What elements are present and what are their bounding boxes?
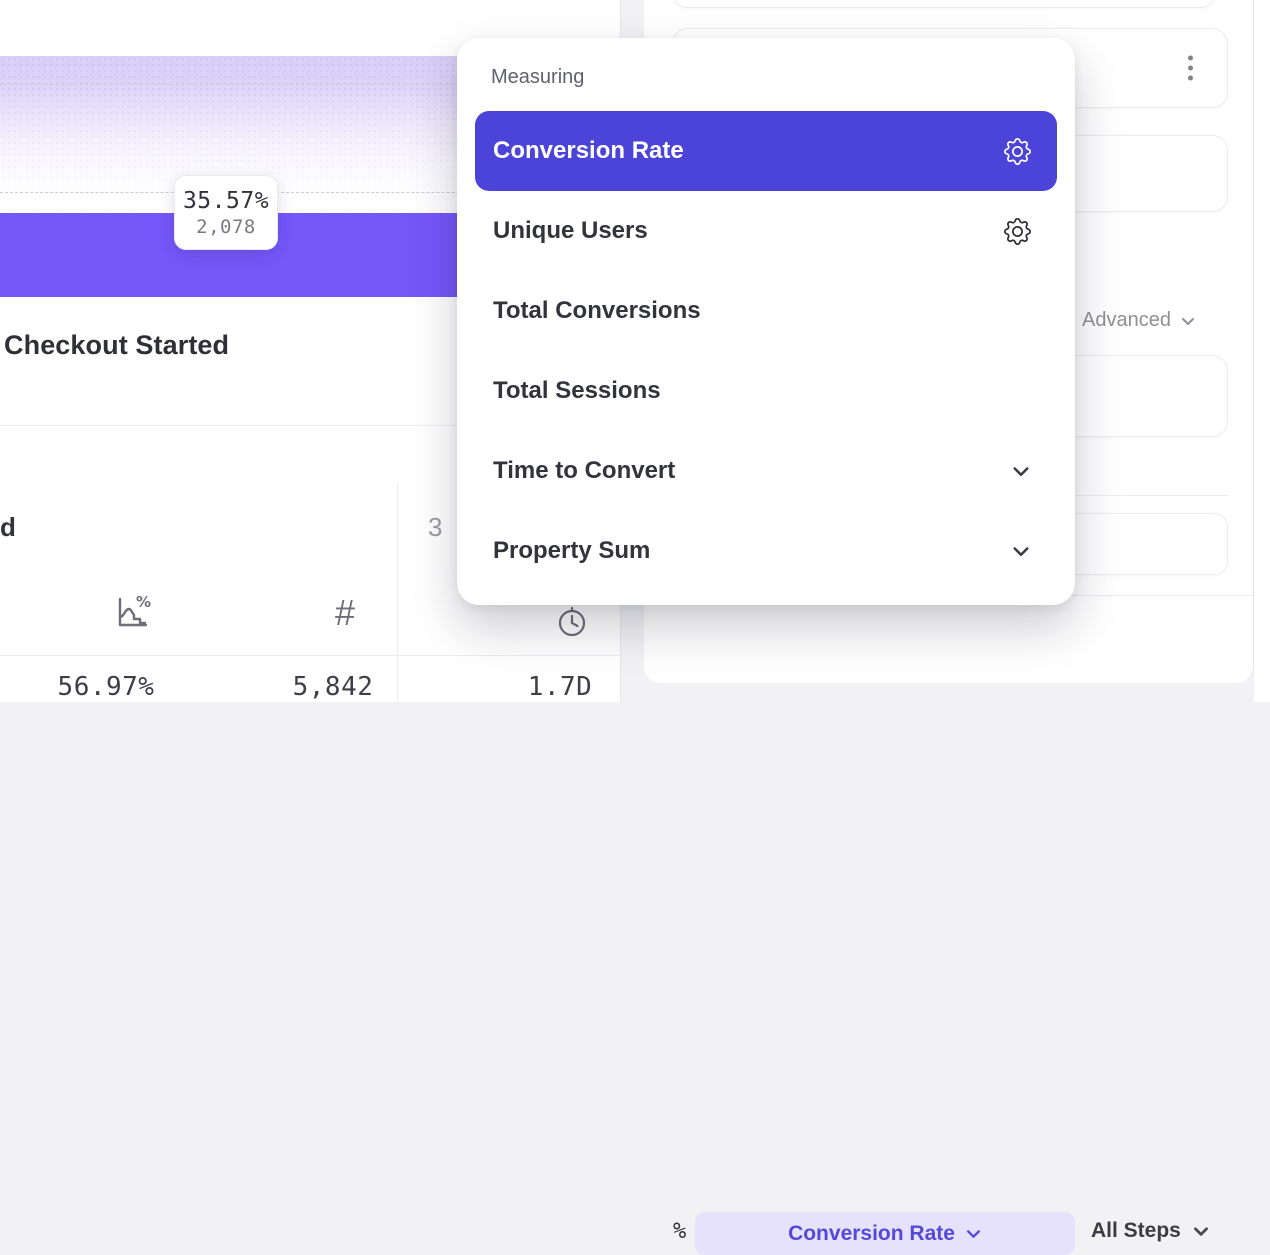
measuring-option-label: Time to Convert (493, 457, 675, 485)
percent-glyph: % (673, 1219, 686, 1244)
metric-value-time: 1.7D (528, 672, 593, 702)
chevron-down-icon (1192, 1222, 1210, 1240)
svg-text:%: % (136, 593, 151, 611)
number-icon: # (335, 595, 355, 631)
tooltip-conversion-rate: 35.57% (183, 188, 269, 214)
builder-footer: % Conversion Rate All Steps (644, 595, 1253, 683)
divider (0, 655, 620, 656)
tooltip-count: 2,078 (196, 216, 256, 238)
advanced-toggle[interactable]: Advanced (1082, 309, 1196, 332)
measuring-option-total-conversions[interactable]: Total Conversions (475, 271, 1057, 351)
metric-value-rate: 56.97% (58, 672, 155, 702)
gear-icon[interactable] (1004, 138, 1031, 165)
measuring-option-total-sessions[interactable]: Total Sessions (475, 351, 1057, 431)
step-number-label: 3 (428, 512, 442, 543)
advanced-label: Advanced (1082, 309, 1171, 332)
table-column-divider (397, 483, 398, 702)
gear-icon[interactable] (1004, 218, 1031, 245)
dropdown-section-label: Measuring (491, 66, 584, 89)
chevron-down-icon (1180, 313, 1196, 329)
measuring-option-label: Unique Users (493, 217, 648, 245)
builder-step-card[interactable] (672, 0, 1216, 8)
measuring-option-label: Property Sum (493, 537, 650, 565)
measuring-option-label: Total Sessions (493, 377, 661, 405)
kebab-menu-icon[interactable] (1188, 56, 1193, 81)
right-margin-strip (1254, 0, 1270, 702)
metric-value-count: 5,842 (293, 672, 374, 702)
chevron-down-icon (965, 1225, 982, 1242)
steps-selector[interactable]: All Steps (1091, 1219, 1210, 1243)
chevron-down-icon (1011, 541, 1031, 561)
measuring-option-time-to-convert[interactable]: Time to Convert (475, 431, 1057, 511)
truncated-step-name: d (0, 512, 16, 543)
step-title: Checkout Started (4, 330, 229, 361)
measuring-option-conversion-rate[interactable]: Conversion Rate (475, 111, 1057, 191)
chevron-down-icon (1011, 461, 1031, 481)
conversion-rate-icon: % (112, 592, 152, 637)
measuring-option-property-sum[interactable]: Property Sum (475, 511, 1057, 591)
measuring-option-label: Total Conversions (493, 297, 701, 325)
chart-tooltip: 35.57% 2,078 (174, 175, 278, 250)
clock-icon (557, 605, 587, 644)
steps-selector-label: All Steps (1091, 1219, 1181, 1243)
measuring-chip[interactable]: Conversion Rate (695, 1212, 1075, 1255)
measuring-dropdown: Measuring Conversion Rate Unique Users Tot… (457, 38, 1075, 605)
measuring-option-unique-users[interactable]: Unique Users (475, 191, 1057, 271)
measuring-option-label: Conversion Rate (493, 137, 684, 165)
measuring-chip-label: Conversion Rate (788, 1222, 955, 1246)
